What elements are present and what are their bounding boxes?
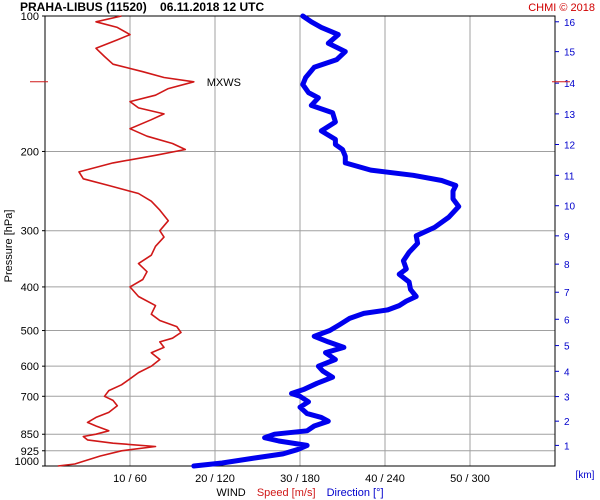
height-tick-label: 1 [564,441,570,452]
height-tick-label: 8 [564,260,570,271]
pressure-tick-label: 700 [21,391,39,403]
direction-line [191,13,462,469]
copyright-label: CHMI © 2018 [528,2,595,14]
x-axis-label: WIND Speed [m/s] Direction [°] [216,487,383,499]
x-tick-label: 30 / 180 [280,473,320,485]
pressure-tick-label: 100 [21,11,39,23]
pressure-tick-label: 600 [21,361,39,373]
x-axis: 10 / 60 20 / 120 30 / 180 40 / 240 50 / 300 [113,473,490,485]
x-axis-label-prefix: WIND [216,487,245,499]
height-tick-label: 12 [564,141,576,152]
y-axis-label: Pressure [hPa] [3,210,15,283]
x-axis-label-speed: Speed [m/s] [257,487,316,499]
mxws-label: MXWS [207,77,241,89]
x-tick-label: 50 / 300 [450,473,490,485]
pressure-tick-label: 500 [21,326,39,338]
height-tick-label: 16 [564,18,576,29]
speed-line [57,15,195,467]
height-tick-label: 11 [564,171,575,182]
height-tick-label: 7 [564,288,570,299]
x-tick-label: 40 / 240 [365,473,405,485]
pressure-tick-label: 1000 [15,456,39,468]
height-tick-label: 5 [564,342,570,353]
x-axis-label-direction: Direction [°] [327,487,384,499]
height-tick-label: 2 [564,417,570,428]
pressure-tick-label: 300 [21,226,39,238]
pressure-tick-label: 200 [21,146,39,158]
pressure-tick-label: 400 [21,282,39,294]
series [57,13,462,469]
max-wind-marker: MXWS [30,77,570,89]
pressure-tick-label: 850 [21,429,39,441]
pressure-tick-label: 925 [21,446,39,458]
height-unit-label: [km] [576,470,595,481]
chart-title: PRAHA-LIBUS (11520) 06.11.2018 12 UTC [20,0,264,14]
height-tick-label: 13 [564,110,576,121]
height-tick-label: 14 [564,79,576,90]
x-tick-label: 20 / 120 [195,473,235,485]
height-tick-label: 6 [564,315,570,326]
x-tick-label: 10 / 60 [113,473,147,485]
plot-frame [44,15,556,467]
height-tick-label: 10 [564,202,576,213]
height-tick-label: 9 [564,232,570,243]
height-tick-label: 3 [564,393,570,404]
height-tick-label: 4 [564,367,570,378]
height-tick-label: 15 [564,48,576,59]
